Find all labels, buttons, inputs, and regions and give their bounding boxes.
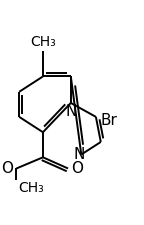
Text: CH₃: CH₃: [30, 35, 56, 49]
Text: N: N: [73, 147, 85, 162]
Text: O: O: [1, 161, 13, 176]
Text: CH₃: CH₃: [19, 180, 44, 194]
Text: N: N: [65, 104, 76, 119]
Text: O: O: [71, 161, 83, 176]
Text: Br: Br: [101, 113, 118, 128]
